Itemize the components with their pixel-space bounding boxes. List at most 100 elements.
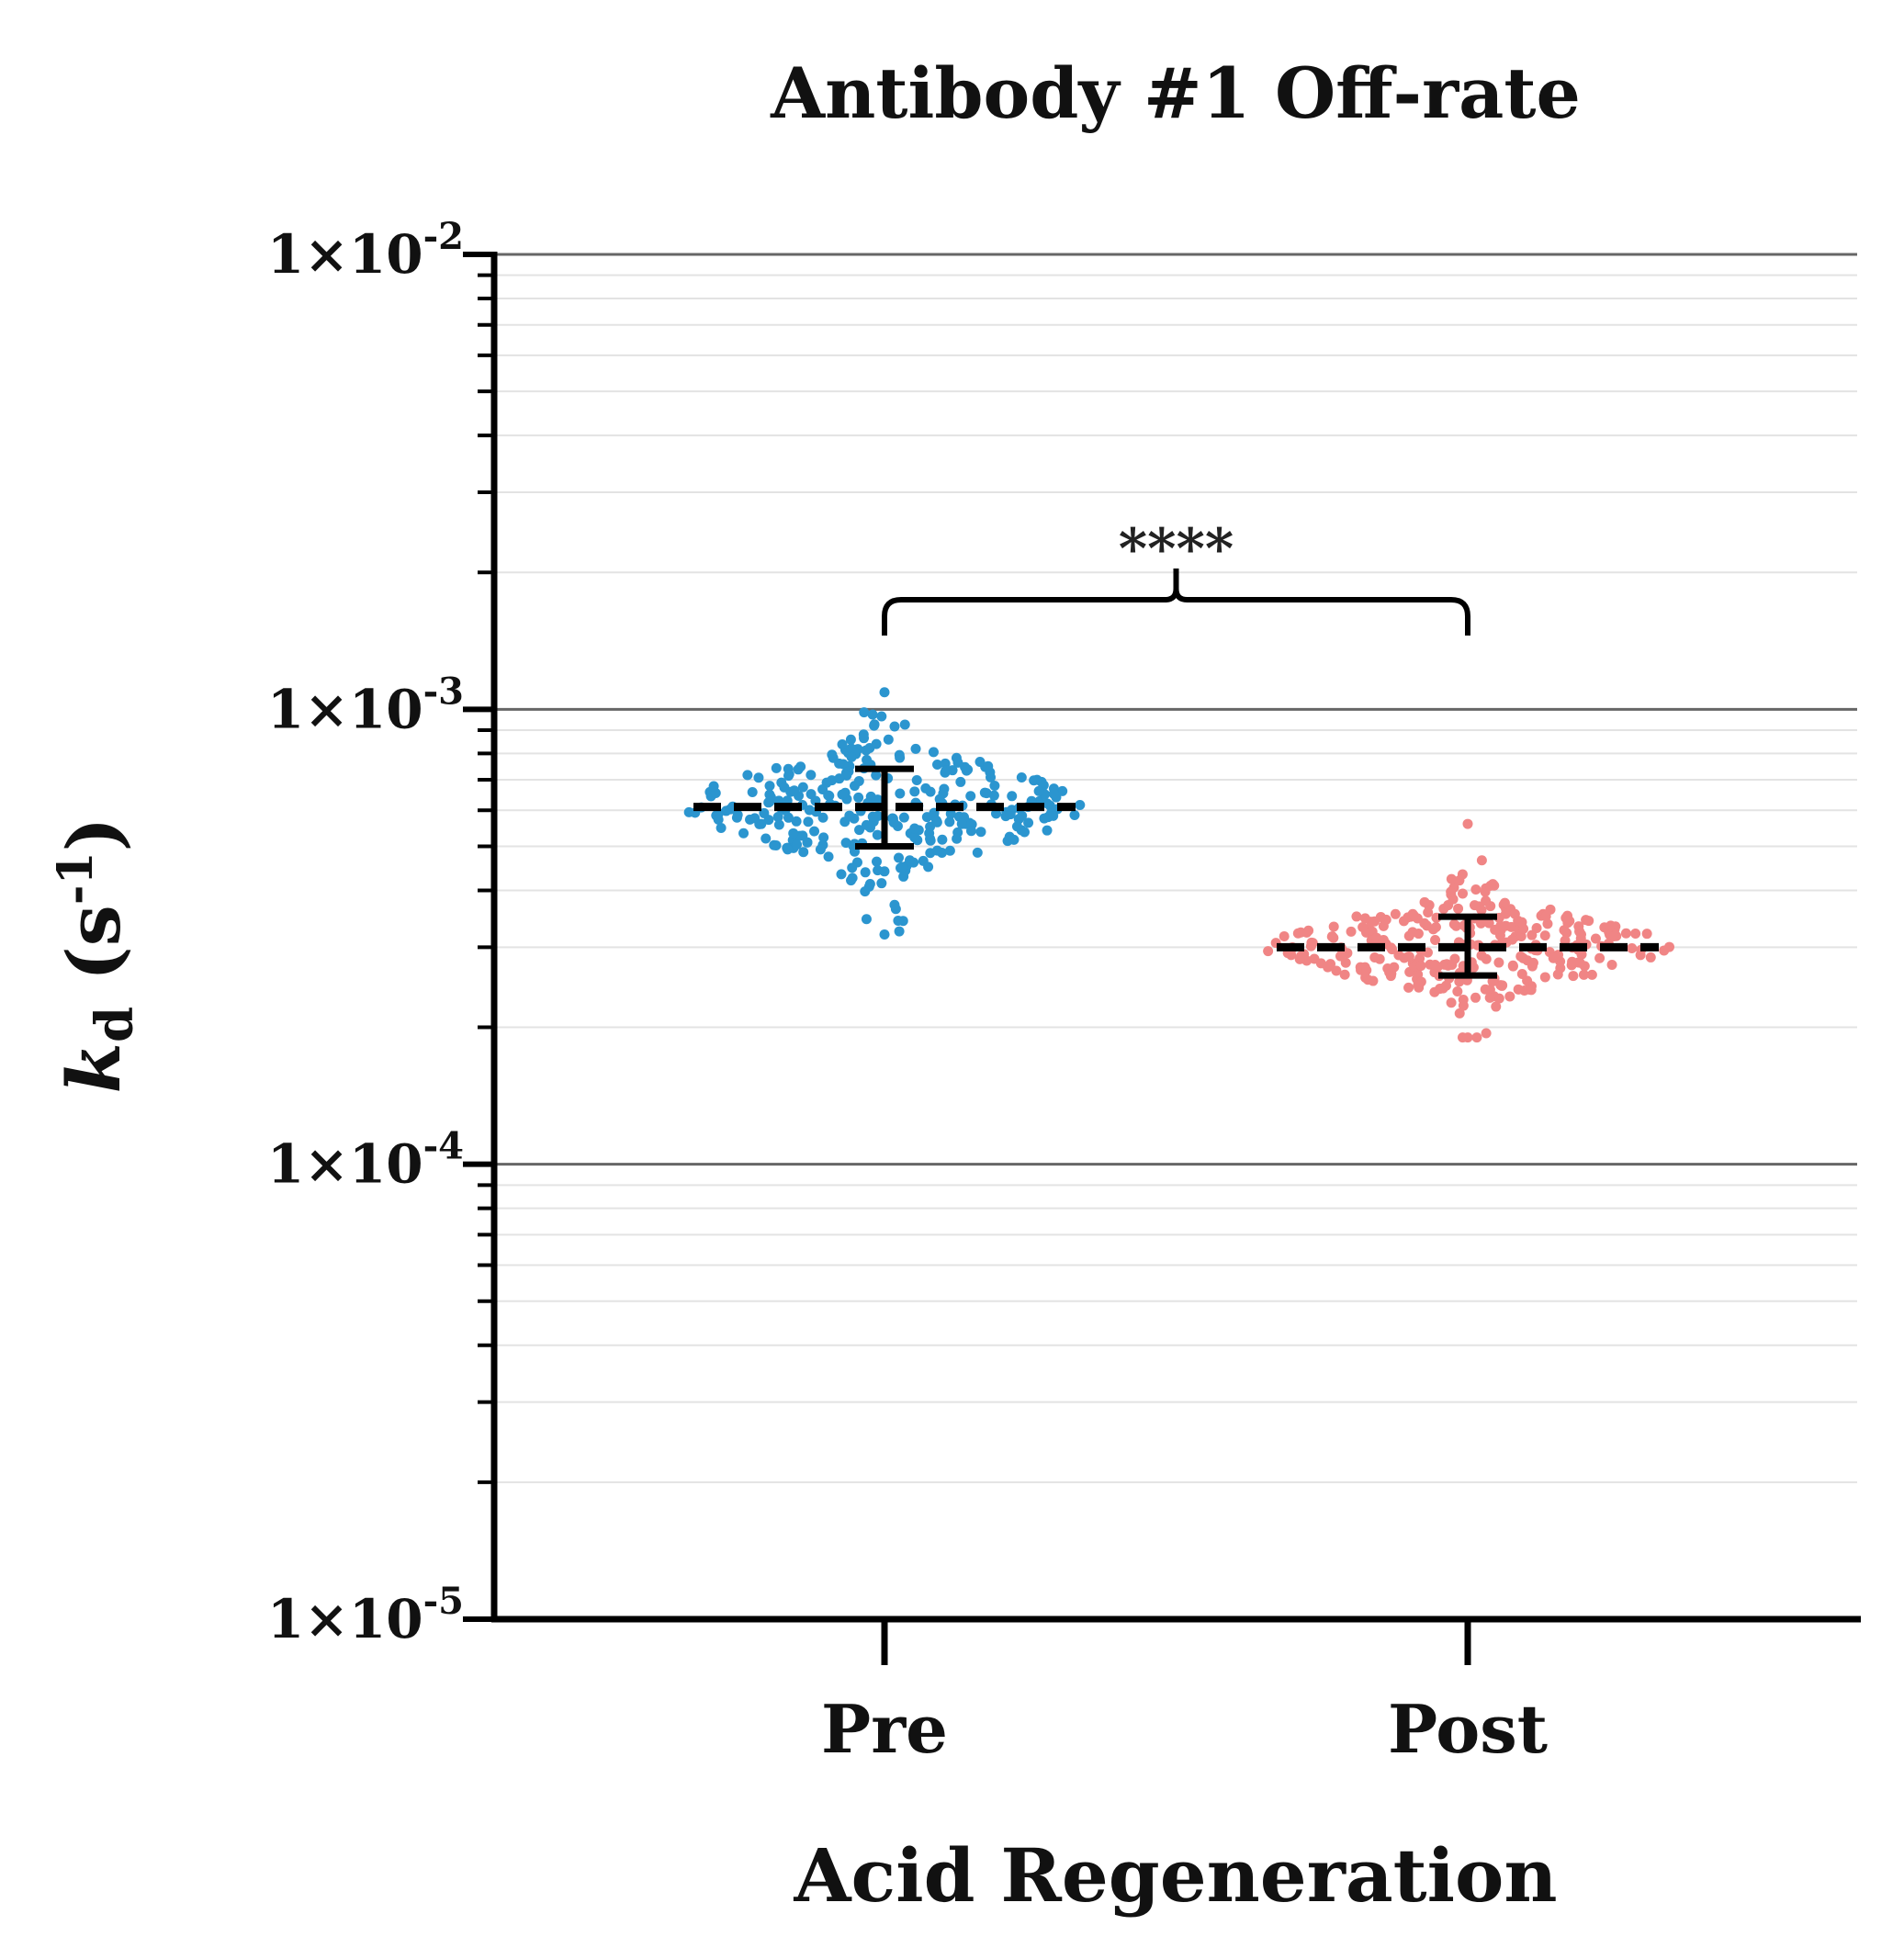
data-point-pre [823,851,834,862]
data-point-post [1480,984,1491,995]
data-point-post [1578,969,1589,980]
data-point-pre [847,862,858,873]
data-point-post [1500,908,1511,919]
data-point-pre [893,915,904,926]
data-point-pre [899,719,910,730]
data-point-post [1484,992,1495,1003]
data-point-post [1526,985,1537,996]
data-point-pre [847,873,858,884]
data-point-post [1568,971,1579,982]
data-point-pre [975,827,986,838]
data-point-pre [834,773,845,784]
data-point-post [1419,896,1430,907]
data-point-pre [956,818,967,829]
data-point-pre [897,861,908,873]
significance-annotation: **** [882,517,1470,636]
data-point-post [1413,929,1424,940]
data-point-pre [888,817,899,828]
data-point-post [1641,929,1652,940]
data-point-pre [795,761,806,772]
data-point-post [1548,952,1559,963]
data-point-pre [944,816,955,828]
data-point-pre [876,711,887,722]
data-point-pre [788,828,799,839]
data-point-pre [834,758,845,769]
data-point-post [1378,934,1389,945]
data-point-post [1294,953,1305,964]
data-point-pre [836,869,847,880]
data-point-post [1499,897,1510,908]
data-point-pre [867,811,878,822]
data-point-pre [871,738,882,749]
data-point-pre [934,794,945,805]
data-point-post [1430,922,1441,933]
data-point-post [1447,960,1458,971]
data-point-post [1507,960,1518,971]
data-point-pre [802,837,813,848]
data-point-post [1358,922,1369,933]
data-point-post [1586,969,1597,980]
data-point-post [1645,951,1656,963]
data-point-post [1659,945,1670,956]
data-point-pre [965,826,976,837]
data-point-post [1608,930,1619,941]
data-point-post [1331,965,1342,976]
y-tick-base: 1×10 [267,1133,423,1196]
x-axis-title: Acid Regeneration [793,1832,1557,1919]
data-point-pre [759,807,770,818]
data-point-post [1575,929,1586,940]
data-point-pre [889,899,900,910]
data-point-pre [894,926,905,937]
y-tick-exponent: -3 [423,670,464,713]
data-point-pre [861,819,872,830]
data-point-post [1627,942,1638,953]
data-point-pre [871,856,882,867]
data-point-post [1306,937,1317,948]
data-point-post [1453,903,1464,914]
data-point-pre [867,709,878,720]
data-point-post [1567,956,1578,967]
data-point-post [1361,964,1372,975]
data-point-post [1448,918,1459,929]
data-point-pre [989,781,1000,792]
data-point-pre [713,814,724,825]
data-point-post [1513,984,1524,995]
data-point-post [1415,961,1426,972]
y-tick-base: 1×10 [267,1588,423,1650]
data-point-pre [756,818,767,829]
data-point-pre [1016,771,1027,782]
data-point-pre [1023,817,1034,828]
data-point-post [1470,884,1482,895]
data-point-post [1360,973,1371,984]
data-point-post [1359,913,1370,924]
data-point-pre [815,844,826,855]
data-point-post [1309,953,1320,964]
data-point-pre [742,770,753,781]
data-point-post [1483,918,1494,929]
data-point-pre [772,812,783,823]
data-point-pre [975,756,986,767]
data-point-post [1390,908,1401,919]
data-point-pre [909,823,920,834]
data-point-pre [817,812,828,823]
summary-stats [693,765,1659,979]
data-point-pre [846,751,857,762]
y-tick-exponent: -2 [423,215,464,258]
data-point-post [1516,917,1527,928]
x-tick-labels: Pre Post [821,1690,1548,1768]
data-point-post [1515,931,1527,942]
data-point-post [1485,880,1496,891]
data-point-post [1552,969,1563,980]
data-point-pre [809,826,820,837]
y-axis-title: kd (s-1) [48,817,145,1094]
data-point-post [1419,918,1430,929]
data-point-post [1263,946,1274,957]
significance-bracket [882,569,1470,636]
data-point-post [1605,920,1617,931]
y-tick-base: 1×10 [267,223,423,286]
data-point-post [1452,986,1463,997]
data-point-post [1386,942,1397,953]
data-point-pre [708,781,719,792]
y-axis-subscript: d [84,1007,145,1042]
y-tick-base: 1×10 [267,678,423,740]
